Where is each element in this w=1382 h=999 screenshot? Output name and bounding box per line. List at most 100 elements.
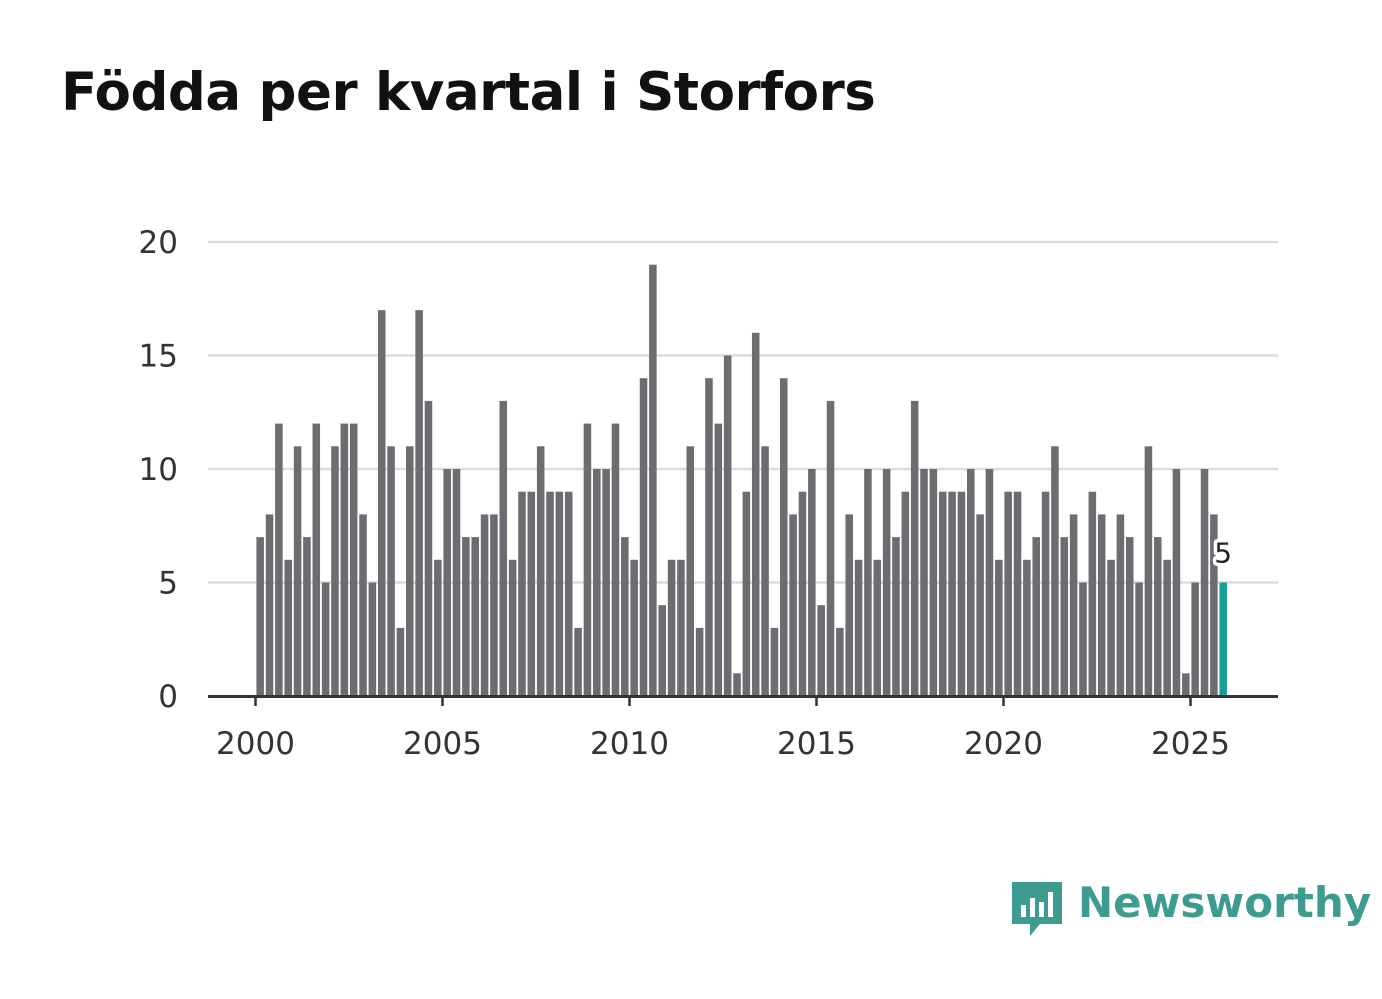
bar (1200, 469, 1209, 696)
bar (434, 559, 442, 696)
bar (892, 537, 900, 696)
bar (1135, 582, 1143, 696)
bar (948, 491, 956, 696)
newsworthy-logo: Newsworthy (1010, 878, 1371, 944)
bar (882, 469, 891, 696)
bar (1191, 582, 1199, 696)
bar (1116, 514, 1125, 696)
bar (1125, 537, 1134, 696)
bar (321, 582, 330, 696)
bar (1041, 491, 1050, 696)
bar (443, 469, 451, 696)
bar (452, 469, 461, 696)
y-tick-label: 15 (139, 339, 178, 375)
bar (546, 491, 554, 696)
bar (518, 491, 526, 696)
bar (499, 400, 508, 696)
bar (826, 400, 835, 696)
bar (695, 627, 704, 696)
y-tick-label: 0 (158, 679, 178, 715)
bar (406, 446, 414, 696)
bar (854, 559, 863, 696)
bar (967, 469, 975, 696)
bar (920, 469, 928, 696)
bar (705, 378, 713, 696)
x-axis-ticks: 2000 2005 2010 2015 2020 2025 (216, 696, 1230, 762)
bar (667, 559, 676, 696)
bar (1182, 673, 1190, 696)
bar (985, 469, 994, 696)
bar (742, 491, 751, 696)
bar (864, 469, 872, 696)
bar (621, 537, 629, 696)
bar (761, 446, 769, 696)
bar (723, 355, 732, 696)
bar (938, 491, 947, 696)
x-tick-label: 2000 (216, 726, 295, 762)
x-tick-label: 2005 (403, 726, 482, 762)
bar (583, 423, 592, 696)
bar (359, 514, 367, 696)
bar (1210, 514, 1218, 696)
bar-series (256, 264, 1227, 696)
bar (387, 446, 395, 696)
bar (602, 469, 610, 696)
bar (639, 378, 648, 696)
bar (873, 559, 882, 696)
bar (836, 627, 844, 696)
bar (396, 627, 405, 696)
bar (976, 514, 984, 696)
bar (303, 537, 311, 696)
bar (536, 446, 545, 696)
bar (611, 423, 620, 696)
bar (686, 446, 695, 696)
bar (293, 446, 302, 696)
bar (1107, 559, 1115, 696)
bar (630, 559, 638, 696)
bar (480, 514, 489, 696)
x-tick-label: 2020 (964, 726, 1043, 762)
bar (424, 400, 433, 696)
x-tick-label: 2015 (777, 726, 856, 762)
bar (770, 627, 779, 696)
bar (995, 559, 1003, 696)
bar (1163, 559, 1171, 696)
bar (751, 332, 760, 696)
bar (1004, 491, 1012, 696)
bar (1023, 559, 1031, 696)
bar (845, 514, 853, 696)
bar (901, 491, 910, 696)
bar (564, 491, 573, 696)
bar (910, 400, 919, 696)
bar (649, 264, 657, 696)
bar (555, 491, 564, 696)
bar (368, 582, 377, 696)
bar (658, 605, 666, 696)
y-axis-ticks: 0 5 10 15 20 (139, 225, 178, 715)
newsworthy-logo-icon (1012, 882, 1062, 936)
bar (1079, 582, 1087, 696)
bar (349, 423, 358, 696)
bar (574, 627, 582, 696)
bar (462, 537, 470, 696)
bar (471, 537, 479, 696)
bar (377, 310, 386, 696)
bar (817, 605, 825, 696)
bar (714, 423, 723, 696)
bar (1051, 446, 1059, 696)
bar (508, 559, 517, 696)
bar (331, 446, 339, 696)
x-tick-label: 2010 (590, 726, 669, 762)
bar (1032, 537, 1040, 696)
bar (808, 469, 816, 696)
bar (593, 469, 601, 696)
y-tick-label: 20 (139, 225, 178, 261)
bar (1088, 491, 1097, 696)
bar (1069, 514, 1078, 696)
bar (275, 423, 283, 696)
bar (1097, 514, 1106, 696)
bar (957, 491, 966, 696)
bar (780, 378, 788, 696)
bar (733, 673, 741, 696)
